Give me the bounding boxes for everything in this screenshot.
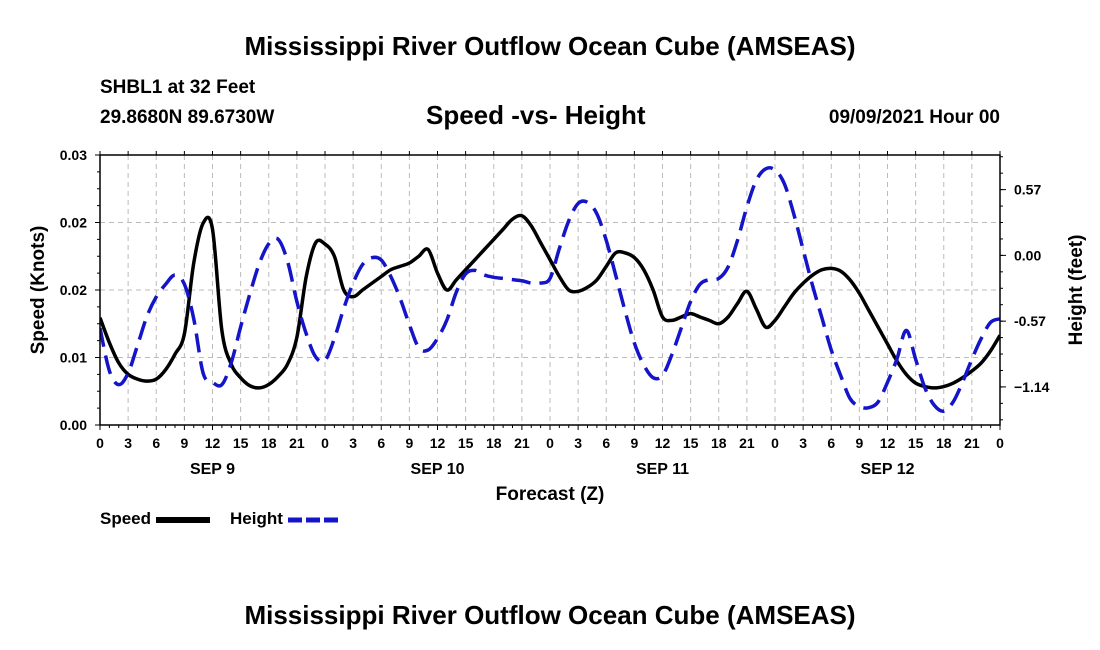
x-tick-label: 0 — [996, 435, 1004, 451]
legend-speed: Speed — [100, 509, 210, 529]
legend-height: Height — [230, 509, 342, 529]
x-tick-label: 21 — [964, 435, 980, 451]
y-tick-label: 0.00 — [60, 417, 87, 433]
y-axis-label: Speed (Knots) — [28, 226, 49, 355]
y2-tick-label: 0.00 — [1014, 247, 1041, 263]
x-tick-label: 6 — [152, 435, 160, 451]
chart-title: Mississippi River Outflow Ocean Cube (AM… — [244, 31, 856, 61]
x-tick-label: 18 — [486, 435, 502, 451]
station-label: SHBL1 at 32 Feet — [100, 77, 256, 98]
series-line-speed — [100, 213, 1000, 390]
forecast-datetime: 09/09/2021 Hour 00 — [828, 107, 1000, 128]
day-label: SEP 12 — [861, 461, 915, 478]
x-tick-label: 6 — [827, 435, 835, 451]
x-tick-label: 21 — [739, 435, 755, 451]
x-tick-label: 3 — [349, 435, 357, 451]
day-label: SEP 9 — [190, 461, 235, 478]
legend-height-label: Height — [230, 509, 283, 528]
y-tick-label: 0.02 — [60, 282, 87, 298]
x-tick-label: 18 — [261, 435, 277, 451]
x-tick-label: 0 — [771, 435, 779, 451]
x-tick-label: 3 — [124, 435, 132, 451]
y2-tick-label: −1.14 — [1014, 379, 1050, 395]
x-tick-label: 15 — [233, 435, 249, 451]
grid — [100, 155, 1000, 425]
x-tick-label: 0 — [546, 435, 554, 451]
x-tick-label: 15 — [683, 435, 699, 451]
x-tick-label: 0 — [321, 435, 329, 451]
x-tick-label: 9 — [855, 435, 863, 451]
x-tick-label: 18 — [936, 435, 952, 451]
y2-tick-label: -0.57 — [1014, 313, 1046, 329]
x-tick-label: 9 — [180, 435, 188, 451]
x-tick-label: 21 — [514, 435, 530, 451]
legend-height-swatch — [287, 517, 342, 523]
legend-speed-swatch — [155, 516, 210, 523]
chart-subtitle: Speed -vs- Height — [426, 100, 646, 130]
tick-layer: 0 3 6 9 12 15 18 21 0 3 6 9 12 15 18 21 0 3 6 9 12 15 18 21 0 3 6 9… — [60, 147, 1050, 478]
series-layer — [100, 166, 1000, 413]
x-tick-label: 9 — [405, 435, 413, 451]
x-tick-label: 3 — [799, 435, 807, 451]
x-tick-label: 3 — [574, 435, 582, 451]
y2-tick-label: 0.57 — [1014, 182, 1041, 198]
x-tick-label: 6 — [602, 435, 610, 451]
y-tick-label: 0.03 — [60, 147, 87, 163]
legend-speed-label: Speed — [100, 509, 152, 528]
x-tick-label: 18 — [711, 435, 727, 451]
footer-title: Mississippi River Outflow Ocean Cube (AM… — [244, 600, 856, 630]
coordinates-label: 29.8680N 89.6730W — [100, 107, 275, 128]
x-tick-label: 15 — [458, 435, 474, 451]
x-tick-label: 12 — [205, 435, 221, 451]
x-tick-label: 6 — [377, 435, 385, 451]
day-label: SEP 11 — [636, 461, 689, 478]
y-tick-label: 0.01 — [60, 350, 87, 366]
x-axis-label: Forecast (Z) — [496, 484, 605, 505]
x-tick-label: 9 — [630, 435, 638, 451]
y-tick-label: 0.02 — [60, 215, 87, 231]
speed-height-chart: 0 3 6 9 12 15 18 21 0 3 6 9 12 15 18 21 0 3 6 9 12 15 18 21 0 3 6 9… — [28, 147, 1087, 505]
x-tick-label: 21 — [289, 435, 305, 451]
x-tick-label: 12 — [655, 435, 671, 451]
x-tick-label: 12 — [880, 435, 896, 451]
x-tick-label: 0 — [96, 435, 104, 451]
y2-axis-label: Height (feet) — [1066, 235, 1087, 346]
day-label: SEP 10 — [411, 461, 465, 478]
x-tick-label: 12 — [430, 435, 446, 451]
series-line-height — [100, 166, 1000, 413]
x-tick-label: 15 — [908, 435, 924, 451]
